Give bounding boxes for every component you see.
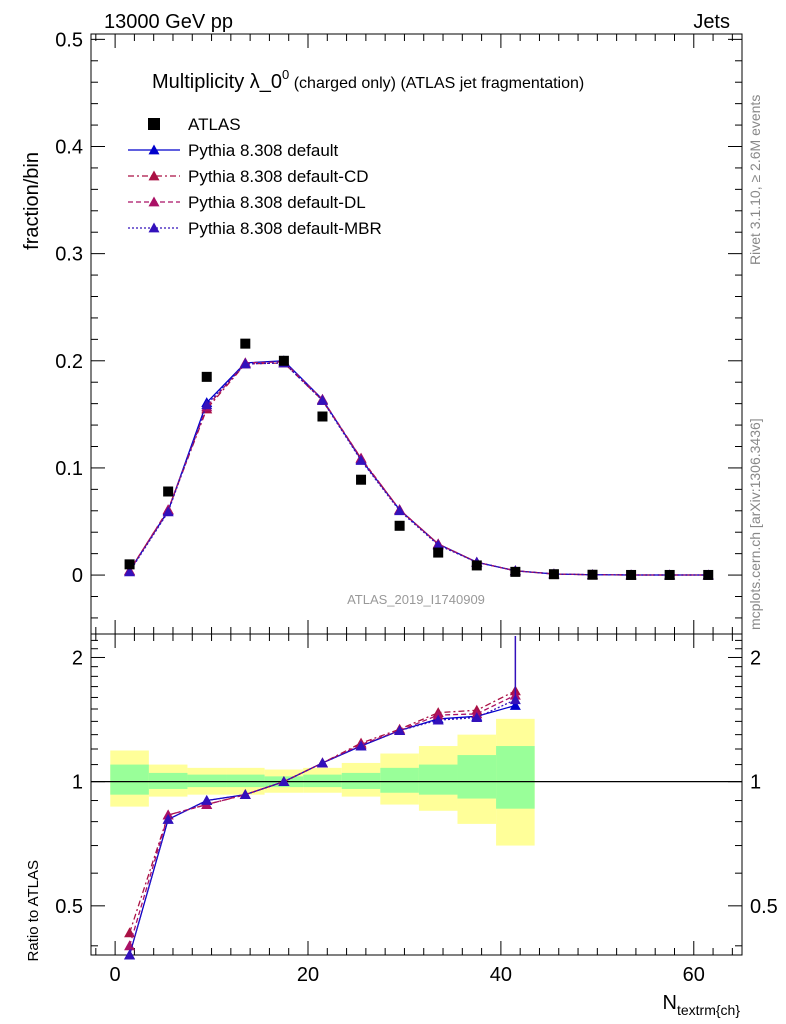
- process-label: Jets: [693, 11, 730, 33]
- ratio-marker: [162, 813, 174, 824]
- ratio-marker: [239, 789, 251, 800]
- x-axis-label: Ntextrm{ch}: [663, 992, 741, 1018]
- x-tick-label: 60: [683, 964, 705, 986]
- ratio-marker: [124, 927, 136, 938]
- mcplots-reference-label: mcplots.cern.ch [arXiv:1306.3436]: [747, 418, 763, 630]
- uncertainty-band-green: [148, 772, 188, 789]
- uncertainty-band-green: [457, 755, 497, 799]
- uncertainty-band-green: [496, 746, 535, 809]
- series-marker: [239, 358, 251, 369]
- ratio-tick-label: 0.5: [55, 896, 83, 918]
- legend-marker: [148, 144, 160, 155]
- data-point: [124, 559, 135, 570]
- ratio-tick-label: 1: [72, 772, 83, 794]
- y-tick-label: 0.4: [55, 137, 83, 159]
- data-point: [626, 569, 637, 580]
- y-tick-label: 0.3: [55, 244, 83, 266]
- legend-label: ATLAS: [188, 115, 241, 134]
- data-point: [703, 569, 714, 580]
- uncertainty-band-green: [418, 764, 458, 795]
- series-marker: [316, 394, 328, 405]
- y-tick-label: 0.1: [55, 458, 83, 480]
- legend: ATLAS Pythia 8.308 default Pythia 8.308 de…: [128, 115, 382, 238]
- uncertainty-band-green: [380, 767, 419, 793]
- main-panel: 0 0.1 0.2 0.3 0.4 0.5: [55, 29, 743, 635]
- legend-label: Pythia 8.308 default-DL: [188, 193, 366, 212]
- series-line-3: [129, 362, 709, 576]
- x-tick-label: 0: [110, 964, 121, 986]
- series-line-2: [129, 361, 709, 576]
- ratio-tick-label: 2: [72, 647, 83, 669]
- data-point: [664, 569, 675, 580]
- series-line-1: [129, 362, 709, 576]
- ratio-marker: [509, 699, 521, 710]
- legend-marker: [148, 196, 160, 207]
- data-point: [240, 338, 251, 349]
- uncertainty-band-green: [341, 772, 381, 789]
- ratio-marker: [432, 709, 444, 720]
- data-point: [548, 569, 559, 580]
- legend-label: Pythia 8.308 default-MBR: [188, 219, 382, 238]
- ratio-tick-label: 1: [750, 772, 761, 794]
- ratio-marker: [432, 714, 444, 725]
- data-point: [394, 520, 405, 531]
- ratio-tick-label: 2: [750, 647, 761, 669]
- uncertainty-band-green: [226, 774, 265, 788]
- energy-label: 13000 GeV pp: [104, 11, 233, 33]
- ratio-marker: [355, 740, 367, 751]
- ratio-panel: 0 20 40 60 0.5 0.5 1 1 2 2: [55, 633, 778, 986]
- series-marker: [394, 505, 406, 516]
- legend-label: Pythia 8.308 default-CD: [188, 167, 369, 186]
- series-marker: [355, 454, 367, 465]
- x-tick-label: 40: [490, 964, 512, 986]
- series-marker: [162, 506, 174, 517]
- ratio-axis-label: Ratio to ATLAS: [25, 860, 42, 961]
- uncertainty-band-green: [110, 764, 149, 795]
- ratio-marker: [278, 776, 290, 787]
- ratio-marker: [316, 757, 328, 768]
- ratio-marker: [124, 949, 136, 960]
- ratio-tick-label: 0.5: [750, 896, 778, 918]
- rivet-version-label: Rivet 3.1.10, ≥ 2.6M events: [747, 95, 763, 265]
- legend-marker: [148, 170, 160, 181]
- ratio-marker: [471, 712, 483, 722]
- data-point: [163, 486, 174, 497]
- data-point: [317, 411, 328, 422]
- ratio-marker: [201, 795, 213, 805]
- uncertainty-band-green: [303, 774, 342, 788]
- legend-marker-data: [148, 118, 160, 130]
- data-point: [433, 547, 444, 558]
- data-point: [510, 566, 521, 577]
- data-point: [471, 560, 482, 571]
- series-marker: [201, 399, 213, 410]
- analysis-id-watermark: ATLAS_2019_I1740909: [347, 592, 485, 607]
- series-marker: [432, 539, 444, 550]
- ratio-line-3: [128, 699, 516, 956]
- series-line-0: [129, 360, 709, 576]
- series-marker: [124, 566, 136, 577]
- data-point: [356, 474, 367, 485]
- data-point: [201, 371, 212, 382]
- data-point: [587, 569, 598, 580]
- y-tick-label: 0.5: [55, 29, 83, 51]
- ratio-marker: [509, 694, 521, 705]
- plot-title: Multiplicity λ_00 (charged only) (ATLAS …: [152, 67, 584, 93]
- x-tick-label: 20: [297, 964, 319, 986]
- y-axis-label: fraction/bin: [21, 152, 43, 250]
- ratio-frame: [90, 633, 743, 956]
- legend-label: Pythia 8.308 default: [188, 141, 339, 160]
- legend-marker: [148, 222, 160, 233]
- y-tick-label: 0: [72, 565, 83, 587]
- ratio-marker: [394, 725, 406, 735]
- ratio-marker: [124, 940, 136, 951]
- y-tick-label: 0.2: [55, 351, 83, 373]
- uncertainty-band-green: [187, 774, 227, 788]
- data-point: [278, 355, 289, 366]
